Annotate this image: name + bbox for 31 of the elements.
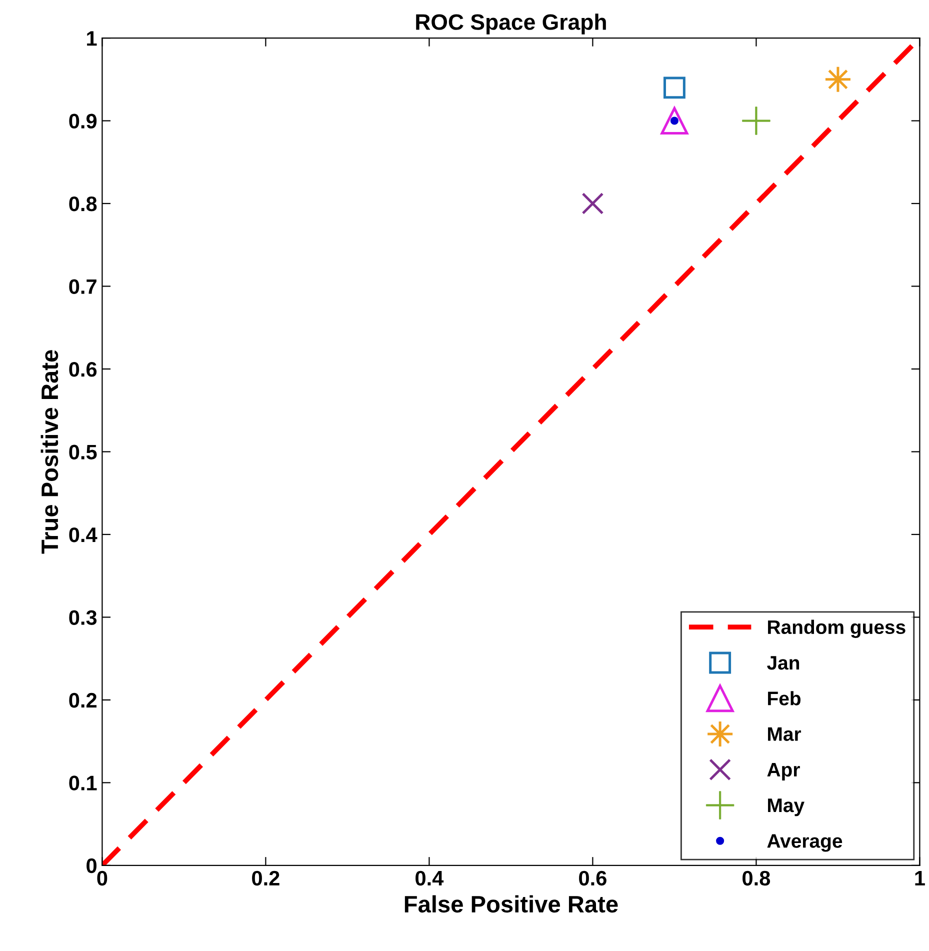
- y-tick-label: 0.7: [69, 279, 96, 294]
- y-tick-label: 0.5: [69, 444, 97, 460]
- x-tick-label: 0.2: [252, 870, 280, 886]
- y-tick-label: 0.4: [69, 527, 98, 542]
- x-tick-label: 0: [97, 870, 108, 886]
- point: [582, 192, 604, 214]
- x-tick-label: 0.8: [742, 870, 770, 886]
- point: [663, 76, 686, 99]
- legend-label: May: [768, 798, 804, 816]
- x-tick-label: 0.6: [579, 870, 606, 886]
- legend-label: Jan: [767, 656, 800, 670]
- y-tick-label: 0: [86, 858, 96, 874]
- y-tick-label: 0.1: [69, 776, 97, 790]
- legend-label: Average: [767, 834, 842, 852]
- legend-label: Apr: [767, 763, 800, 780]
- y-tick-label: 0.8: [69, 196, 97, 212]
- point: [660, 107, 688, 135]
- y-tick-label: 0.9: [69, 114, 97, 129]
- point: [824, 66, 852, 94]
- legend-label: Feb: [768, 691, 801, 706]
- y-tick-label: 0.3: [69, 610, 97, 625]
- y-tick-label: 0.6: [69, 362, 97, 377]
- legend-label: Random guess: [768, 620, 906, 638]
- legend-label: Mar: [768, 727, 802, 741]
- y-tick-label: 0.2: [69, 692, 96, 708]
- x-tick-label: 1: [915, 871, 925, 886]
- y-tick-label: 1: [87, 31, 97, 46]
- chart-title: ROC Space Graph: [416, 14, 606, 34]
- y-axis-title: True Positive Rate: [40, 350, 58, 554]
- x-tick-label: 0.4: [416, 870, 444, 886]
- x-axis-title: False Positive Rate: [404, 895, 618, 913]
